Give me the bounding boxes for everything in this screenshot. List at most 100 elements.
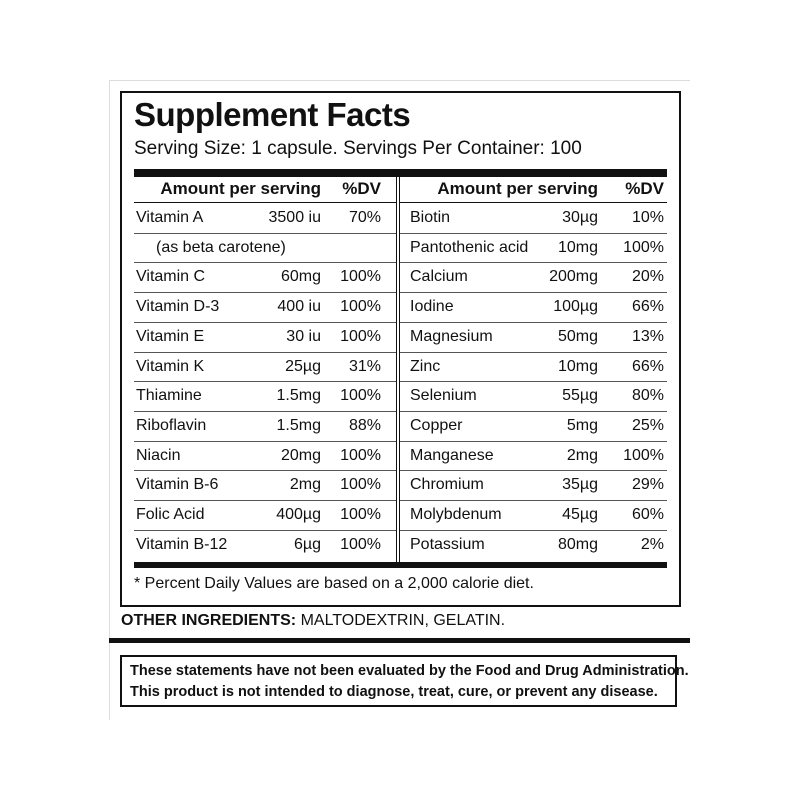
thick-bar (134, 562, 667, 568)
nutrient-dv: 100% (340, 446, 381, 464)
disclaimer-box: These statements have not been evaluated… (120, 655, 689, 707)
row-rule (134, 530, 396, 531)
nutrient-name: Selenium (410, 387, 477, 405)
header-rule (134, 202, 396, 203)
disclaimer-line: These statements have not been evaluated… (130, 663, 689, 679)
row-rule (134, 292, 396, 293)
nutrient-amount: 10mg (557, 357, 598, 375)
nutrient-amount: 5mg (566, 416, 598, 434)
nutrient-name: Thiamine (136, 387, 202, 405)
nutrient-dv: 60% (631, 506, 664, 523)
other-ingredients-label: OTHER INGREDIENTS: (121, 612, 297, 629)
nutrient-dv: 100% (340, 387, 381, 405)
row-rule (400, 292, 667, 293)
thick-bar (134, 169, 667, 177)
facts-box (120, 91, 681, 607)
nutrient-amount: 50mg (557, 327, 598, 345)
row-rule (134, 322, 396, 323)
divider (396, 177, 397, 563)
nutrient-name: Vitamin A (136, 209, 204, 226)
nutrient-name: Vitamin K (136, 357, 205, 375)
nutrient-dv: 2% (640, 535, 664, 553)
nutrient-amount: 2mg (289, 476, 321, 494)
nutrient-amount: 30µg (562, 209, 598, 226)
header-amount: Amount per serving (160, 179, 321, 198)
row-rule (400, 441, 667, 442)
nutrient-amount: 1.5mg (276, 387, 321, 405)
nutrient-name: Potassium (410, 535, 485, 553)
thick-bar (109, 638, 690, 643)
nutrient-amount: 30 iu (286, 327, 321, 345)
nutrient-name: Folic Acid (136, 506, 205, 523)
nutrient-amount: 100µg (553, 298, 598, 316)
title: Supplement Facts (134, 96, 411, 133)
nutrient-amount: 20mg (280, 446, 321, 464)
nutrient-name: Calcium (410, 268, 468, 286)
nutrient-name: (as beta carotene) (156, 238, 286, 256)
nutrient-dv: 100% (340, 506, 381, 523)
nutrient-dv: 20% (631, 268, 664, 286)
header-amount: Amount per serving (437, 179, 598, 198)
nutrient-dv: 100% (623, 446, 664, 464)
nutrient-amount: 400 iu (277, 298, 321, 316)
nutrient-amount: 25µg (285, 357, 321, 375)
nutrient-dv: 100% (340, 298, 381, 316)
nutrient-dv: 100% (340, 327, 381, 345)
row-rule (134, 381, 396, 382)
nutrient-dv: 70% (348, 209, 381, 226)
nutrient-amount: 55µg (562, 387, 598, 405)
row-rule (400, 500, 667, 501)
nutrient-amount: 80mg (557, 535, 598, 553)
nutrient-name: Niacin (136, 446, 181, 464)
row-rule (400, 411, 667, 412)
nutrient-dv: 100% (340, 535, 381, 553)
nutrient-name: Pantothenic acid (410, 238, 529, 256)
nutrient-name: Molybdenum (410, 506, 502, 523)
nutrient-dv: 88% (348, 416, 381, 434)
nutrient-amount: 2mg (566, 446, 598, 464)
nutrient-amount: 35µg (562, 476, 598, 494)
header-dv: %DV (342, 179, 381, 198)
serving-size: Serving Size: 1 capsule. Servings Per Co… (134, 138, 582, 159)
nutrient-dv: 10% (631, 209, 664, 226)
nutrient-name: Magnesium (410, 327, 493, 345)
row-rule (400, 233, 667, 234)
row-rule (134, 262, 396, 263)
nutrient-amount: 200mg (549, 268, 598, 286)
disclaimer-line: This product is not intended to diagnose… (130, 684, 658, 700)
nutrient-amount: 60mg (280, 268, 321, 286)
row-rule (134, 411, 396, 412)
nutrient-dv: 100% (340, 268, 381, 286)
outer-rule (109, 80, 110, 720)
row-rule (400, 352, 667, 353)
nutrient-dv: 100% (340, 476, 381, 494)
other-ingredients-text: MALTODEXTRIN, GELATIN. (300, 612, 506, 629)
row-rule (400, 530, 667, 531)
nutrient-dv: 66% (631, 357, 664, 375)
nutrient-dv: 29% (631, 476, 664, 494)
row-rule (134, 441, 396, 442)
nutrient-name: Iodine (410, 298, 454, 316)
nutrient-name: Copper (410, 416, 463, 434)
nutrient-name: Biotin (410, 209, 451, 226)
row-rule (400, 470, 667, 471)
outer-rule (109, 80, 690, 81)
row-rule (400, 322, 667, 323)
nutrient-name: Vitamin C (136, 268, 206, 286)
header-rule (400, 202, 667, 203)
nutrient-name: Vitamin E (136, 327, 205, 345)
nutrient-dv: 25% (631, 416, 664, 434)
nutrient-name: Chromium (410, 476, 484, 494)
row-rule (134, 470, 396, 471)
nutrient-amount: 10mg (557, 238, 598, 256)
nutrient-amount: 45µg (562, 506, 598, 523)
nutrient-name: Manganese (410, 446, 494, 464)
header-dv: %DV (625, 179, 664, 198)
nutrient-amount: 3500 iu (268, 209, 322, 226)
nutrient-dv: 100% (623, 238, 664, 256)
nutrient-name: Vitamin B-12 (136, 535, 228, 553)
nutrient-dv: 80% (631, 387, 664, 405)
nutrient-name: Vitamin D-3 (136, 298, 220, 316)
row-rule (400, 262, 667, 263)
row-rule (134, 352, 396, 353)
